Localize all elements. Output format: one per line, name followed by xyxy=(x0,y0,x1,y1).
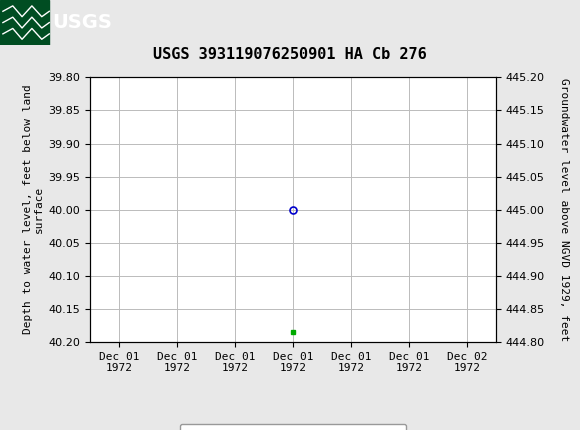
Text: USGS 393119076250901 HA Cb 276: USGS 393119076250901 HA Cb 276 xyxy=(153,47,427,62)
Legend: Period of approved data: Period of approved data xyxy=(180,424,406,430)
Y-axis label: Groundwater level above NGVD 1929, feet: Groundwater level above NGVD 1929, feet xyxy=(559,78,568,341)
Bar xyxy=(0,0,49,45)
Text: USGS: USGS xyxy=(52,13,112,32)
Y-axis label: Depth to water level, feet below land
surface: Depth to water level, feet below land su… xyxy=(23,85,44,335)
